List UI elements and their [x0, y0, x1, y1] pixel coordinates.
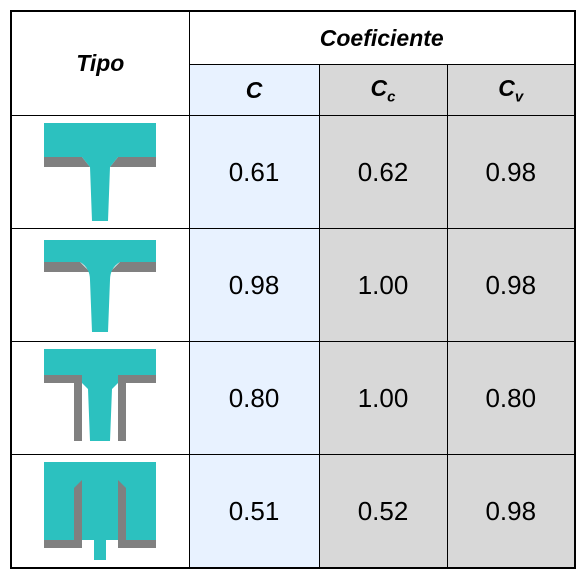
- cv-value: 0.80: [446, 341, 576, 455]
- cv-value: 0.98: [446, 115, 576, 229]
- table-row: 0.61 0.62 0.98: [10, 115, 576, 229]
- tipo-cell: [10, 228, 190, 342]
- table-row: 0.80 1.00 0.80: [10, 341, 576, 455]
- cc-header: Cc: [318, 64, 448, 116]
- cv-value: 0.98: [446, 228, 576, 342]
- subheader-row: C Cc Cv: [11, 64, 576, 116]
- c-value: 0.51: [188, 454, 320, 569]
- c-header: C: [188, 64, 320, 116]
- reentrant-tube-nozzle-icon: [44, 462, 157, 560]
- cv-value: 0.98: [446, 454, 576, 569]
- cc-value: 0.52: [318, 454, 448, 569]
- tipo-cell: [10, 341, 190, 455]
- header-row: Tipo Coeficiente: [10, 10, 576, 116]
- tipo-cell: [10, 454, 190, 569]
- table-row: 0.51 0.52 0.98: [10, 454, 576, 569]
- c-value: 0.98: [188, 228, 320, 342]
- orifice-sharp-edge-icon: [44, 123, 157, 221]
- tipo-cell: [10, 115, 190, 229]
- table-row: 0.98 1.00 0.98: [10, 228, 576, 342]
- orifice-rounded-edge-icon: [44, 240, 157, 332]
- external-tube-nozzle-icon: [44, 349, 157, 441]
- cc-value: 1.00: [318, 228, 448, 342]
- c-value: 0.80: [188, 341, 320, 455]
- coeficiente-header: Coeficiente: [188, 10, 576, 65]
- cc-value: 0.62: [318, 115, 448, 229]
- coefficient-table: Tipo Coeficiente C Cc Cv 0.61 0.62 0.98: [10, 10, 576, 569]
- tipo-header: Tipo: [10, 10, 190, 116]
- cc-value: 1.00: [318, 341, 448, 455]
- c-value: 0.61: [188, 115, 320, 229]
- cv-header: Cv: [446, 64, 576, 116]
